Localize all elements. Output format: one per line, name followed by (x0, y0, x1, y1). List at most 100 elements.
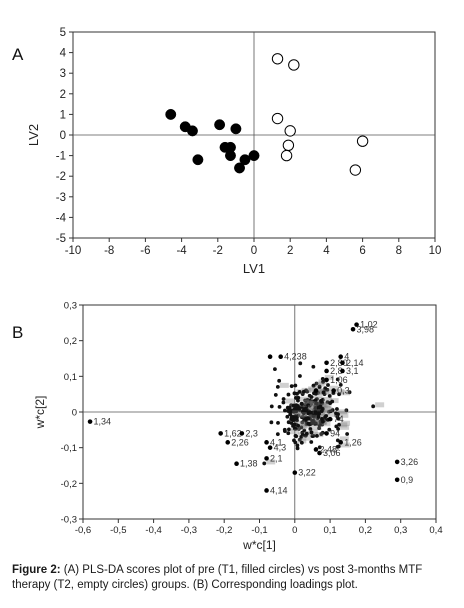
loading-point-label: 4,238 (284, 352, 307, 362)
loading-point (336, 412, 340, 417)
loading-point (319, 409, 324, 414)
loading-point-label: 1,38 (240, 459, 258, 469)
loading-point (299, 401, 304, 406)
cluster-label-mark (322, 396, 332, 402)
loading-point (281, 397, 286, 401)
loading-point (323, 415, 328, 419)
loading-point (298, 374, 302, 378)
cluster-label-mark (323, 407, 333, 413)
loading-point (313, 388, 319, 393)
loading-point (327, 394, 332, 398)
cluster-label-mark (313, 393, 323, 399)
cluster-label-mark (298, 413, 308, 419)
loading-point (234, 461, 239, 467)
cluster-label-mark (326, 390, 336, 396)
cluster-label-mark (295, 420, 305, 426)
cluster-label-mark (321, 409, 331, 415)
panel-a-y-tick-label: 3 (60, 68, 66, 80)
panel-a-x-tick-label: -10 (65, 245, 82, 257)
loading-point (337, 392, 341, 397)
pre-therapy-point (214, 119, 226, 131)
loading-point (314, 401, 319, 406)
cluster-label-mark (308, 386, 318, 392)
cluster-label-mark (306, 405, 316, 411)
cluster-label-mark (310, 401, 320, 407)
loading-point-label: 2,14 (346, 358, 364, 368)
loading-point (306, 416, 311, 421)
figure-caption: Figure 2: (A) PLS-DA scores plot of pre … (12, 563, 456, 593)
loading-point (299, 425, 304, 430)
loading-point (344, 408, 349, 413)
loading-point (304, 407, 308, 412)
pre-therapy-point (248, 150, 260, 162)
loading-point (297, 389, 302, 394)
loading-point-label: 1,62 (224, 428, 242, 438)
loading-point (287, 405, 292, 410)
cluster-label-mark (328, 411, 338, 417)
loading-point-label: 2,8 (330, 366, 343, 376)
cluster-label-mark (307, 405, 317, 411)
cluster-label-mark (324, 374, 334, 380)
panel-b-x-tick-label: 0,4 (429, 525, 442, 536)
cluster-label-mark (304, 430, 314, 436)
loading-point-label: 1,06 (330, 375, 348, 385)
panel-b-x-tick-label: 0,3 (394, 525, 407, 536)
panel-b-y-axis-label: w*c[2] (33, 396, 47, 430)
loading-point (354, 322, 359, 327)
cluster-label-mark (301, 435, 311, 441)
post-therapy-point (288, 59, 300, 71)
cluster-label-mark (338, 409, 348, 415)
post-therapy-point (271, 112, 284, 125)
cluster-label-mark (339, 436, 349, 442)
cluster-label-mark (317, 388, 327, 394)
cluster-label-mark (322, 402, 332, 408)
loading-point (314, 411, 319, 415)
loading-point (394, 477, 400, 483)
panel-b-x-tick-label: -0,2 (216, 525, 232, 536)
loading-point (283, 408, 287, 413)
loading-point (338, 383, 343, 387)
cluster-label-mark (318, 403, 328, 409)
loading-point-label: 1,26 (344, 437, 362, 447)
cluster-label-mark (316, 413, 326, 419)
panel-a-x-tick-label: -4 (176, 245, 187, 257)
loading-point (345, 432, 350, 436)
loading-point (277, 378, 282, 383)
loading-point (292, 426, 297, 431)
loading-point-label: 2,26 (231, 437, 249, 447)
loading-point (311, 383, 316, 388)
loading-point (313, 398, 318, 403)
panel-b-y-tick-label: 0,2 (64, 336, 77, 347)
cluster-label-mark (338, 422, 348, 428)
loading-point (301, 389, 306, 394)
cluster-label-mark (339, 412, 349, 418)
cluster-label-mark (312, 425, 322, 431)
panel-b-x-tick-label: -0,4 (145, 525, 161, 536)
loading-point (306, 403, 311, 408)
cluster-label-mark (321, 421, 331, 427)
loading-point-label: 2,48 (319, 444, 337, 454)
loading-point (296, 398, 300, 403)
cluster-label-mark (305, 405, 315, 411)
panel-a-x-tick-label: -6 (140, 245, 150, 257)
panel-a-x-tick-label: -2 (213, 245, 223, 257)
loading-point (313, 447, 319, 452)
loading-point (276, 420, 280, 425)
loading-point (294, 434, 299, 439)
panel-a-y-tick-label: -4 (56, 212, 67, 224)
panel-a-label: A (12, 45, 24, 64)
loading-point (324, 431, 329, 436)
loading-point (320, 377, 325, 381)
loading-point (347, 390, 352, 395)
loading-point (292, 470, 298, 475)
loading-point (296, 423, 301, 428)
loading-point-label: 3,98 (357, 324, 375, 334)
loading-point (308, 427, 313, 431)
panel-b-cluster (262, 361, 385, 466)
panel-a-y-tick-label: 1 (60, 109, 66, 121)
cluster-label-mark (292, 410, 302, 416)
loading-point (311, 364, 316, 369)
panel-a-y-tick-label: -1 (56, 151, 66, 163)
panel-b-y-tick-label: -0,1 (61, 443, 77, 454)
loading-point (295, 404, 300, 408)
